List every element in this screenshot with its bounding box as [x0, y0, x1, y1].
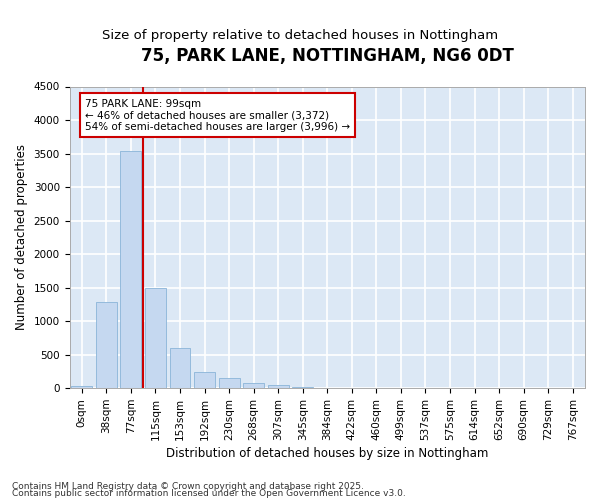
Bar [194, 372, 215, 388]
Bar [268, 384, 289, 388]
X-axis label: Distribution of detached houses by size in Nottingham: Distribution of detached houses by size … [166, 447, 488, 460]
Text: Contains public sector information licensed under the Open Government Licence v3: Contains public sector information licen… [12, 489, 406, 498]
Text: Contains HM Land Registry data © Crown copyright and database right 2025.: Contains HM Land Registry data © Crown c… [12, 482, 364, 491]
Y-axis label: Number of detached properties: Number of detached properties [15, 144, 28, 330]
Title: 75, PARK LANE, NOTTINGHAM, NG6 0DT: 75, PARK LANE, NOTTINGHAM, NG6 0DT [141, 48, 514, 66]
Bar [121, 151, 142, 388]
Bar [96, 302, 117, 388]
Bar [145, 288, 166, 388]
Text: Size of property relative to detached houses in Nottingham: Size of property relative to detached ho… [102, 29, 498, 42]
Bar [218, 378, 239, 388]
Text: 75 PARK LANE: 99sqm
← 46% of detached houses are smaller (3,372)
54% of semi-det: 75 PARK LANE: 99sqm ← 46% of detached ho… [85, 98, 350, 132]
Bar [170, 348, 190, 388]
Bar [243, 383, 264, 388]
Bar [292, 387, 313, 388]
Bar [71, 386, 92, 388]
